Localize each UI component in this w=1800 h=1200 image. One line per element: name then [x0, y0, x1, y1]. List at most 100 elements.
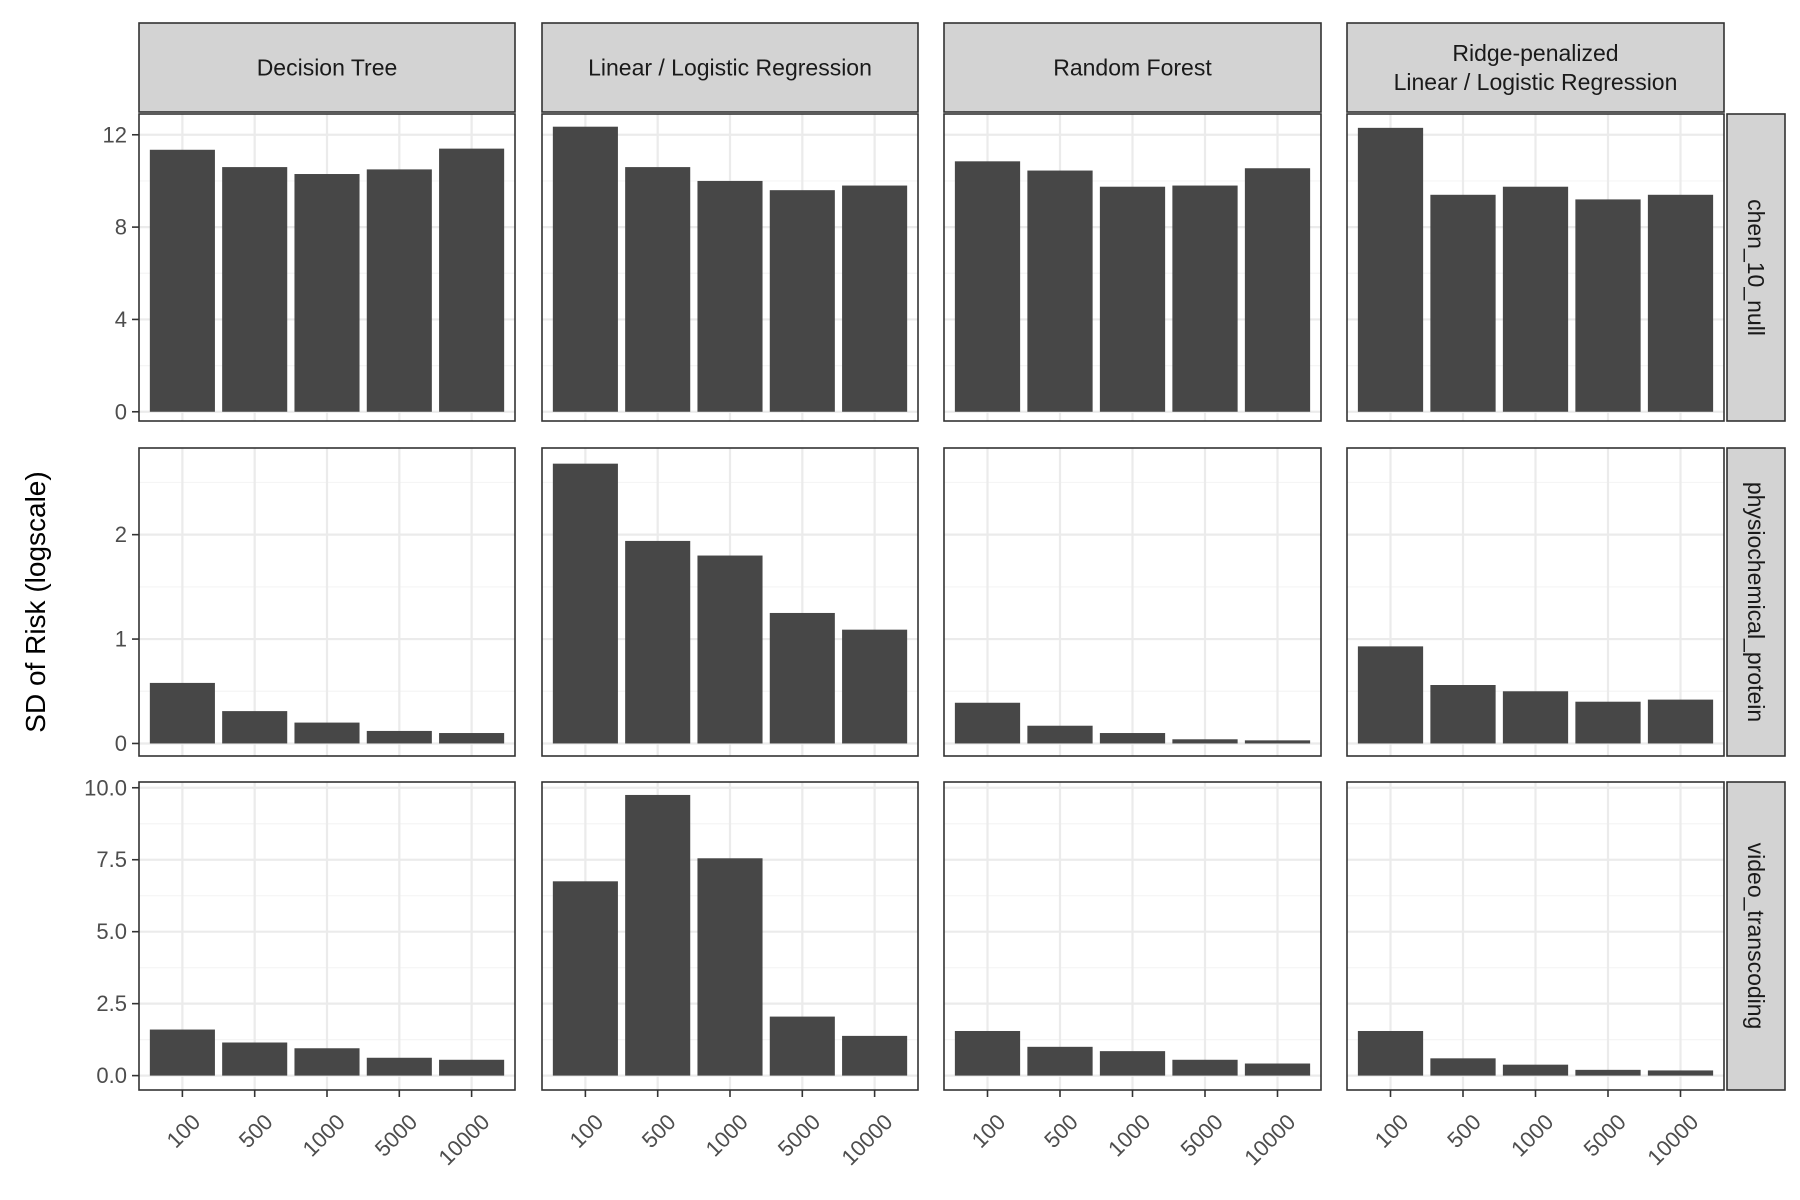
- bar-physiochemical-protein-random-forest-10000: [1244, 740, 1311, 744]
- bar-physiochemical-protein-random-forest-1000: [1099, 733, 1166, 744]
- bar-video-transcoding-random-forest-500: [1027, 1046, 1093, 1076]
- x-tick-label: 1000: [298, 1109, 350, 1161]
- bar-chen-10-null-random-forest-500: [1027, 170, 1093, 412]
- panel-video-transcoding-linear-logistic-regression: [541, 781, 919, 1091]
- bar-video-transcoding-ridge-penalized-linear-logistic-regression-500: [1430, 1058, 1496, 1076]
- y-tick-label: 0: [115, 731, 127, 756]
- panel-border: [943, 113, 1322, 422]
- bar-physiochemical-protein-random-forest-500: [1027, 725, 1093, 744]
- bar-chen-10-null-linear-logistic-regression-10000: [842, 185, 908, 412]
- bar-physiochemical-protein-linear-logistic-regression-500: [625, 540, 691, 744]
- bar-physiochemical-protein-ridge-penalized-linear-logistic-regression-500: [1430, 685, 1496, 744]
- bar-chen-10-null-decision-tree-100: [149, 149, 215, 412]
- bar-video-transcoding-ridge-penalized-linear-logistic-regression-5000: [1575, 1069, 1641, 1076]
- panel-border: [138, 113, 516, 422]
- y-tick-label: 12: [103, 122, 127, 147]
- y-tick-label: 4: [115, 307, 127, 332]
- x-tick-label: 1000: [1103, 1109, 1155, 1161]
- row-strip-label: video_transcoding: [1743, 843, 1769, 1030]
- panel-physiochemical-protein-decision-tree: [138, 447, 516, 757]
- x-tick-label: 500: [1039, 1109, 1083, 1153]
- x-tick-label: 500: [637, 1109, 681, 1153]
- x-tick-label: 5000: [370, 1109, 422, 1161]
- bar-physiochemical-protein-decision-tree-10000: [439, 733, 505, 744]
- column-strip-ridge-penalized: [1346, 22, 1725, 113]
- bar-physiochemical-protein-ridge-penalized-linear-logistic-regression-10000: [1647, 699, 1714, 744]
- bar-video-transcoding-ridge-penalized-linear-logistic-regression-10000: [1647, 1070, 1714, 1076]
- bar-physiochemical-protein-decision-tree-5000: [366, 730, 432, 744]
- x-tick-label: 1000: [701, 1109, 753, 1161]
- bar-chen-10-null-linear-logistic-regression-100: [552, 126, 618, 412]
- bar-video-transcoding-random-forest-10000: [1244, 1063, 1311, 1076]
- bar-video-transcoding-decision-tree-1000: [294, 1048, 360, 1076]
- panel-border: [541, 447, 919, 757]
- bar-chen-10-null-random-forest-1000: [1099, 186, 1166, 412]
- column-strip-label: Ridge-penalized: [1452, 40, 1618, 66]
- bar-video-transcoding-linear-logistic-regression-500: [625, 794, 691, 1076]
- x-tick-label: 5000: [773, 1109, 825, 1161]
- y-tick-label: 1: [115, 627, 127, 652]
- bar-chen-10-null-random-forest-100: [954, 161, 1021, 412]
- bar-chen-10-null-ridge-penalized-linear-logistic-regression-5000: [1575, 199, 1641, 412]
- panel-physiochemical-protein-random-forest: [943, 447, 1322, 757]
- bar-chen-10-null-ridge-penalized-linear-logistic-regression-10000: [1647, 194, 1714, 412]
- panel-chen-10-null-random-forest: [943, 113, 1322, 422]
- bar-video-transcoding-linear-logistic-regression-10000: [842, 1035, 908, 1076]
- column-strip-label: Random Forest: [1053, 55, 1212, 81]
- panel-border: [1346, 113, 1725, 422]
- x-tick-label: 1000: [1506, 1109, 1558, 1161]
- bar-physiochemical-protein-decision-tree-100: [149, 682, 215, 744]
- bar-physiochemical-protein-decision-tree-500: [222, 711, 288, 744]
- bar-chen-10-null-ridge-penalized-linear-logistic-regression-100: [1357, 127, 1424, 412]
- row-strips: chen_10_null physiochemical_protein video_…: [1726, 113, 1786, 1091]
- bar-physiochemical-protein-ridge-penalized-linear-logistic-regression-100: [1357, 646, 1424, 744]
- column-strips: Decision Tree Linear / Logistic Regressio…: [138, 22, 1725, 113]
- panel-chen-10-null-linear-logistic-regression: [541, 113, 919, 422]
- bar-physiochemical-protein-linear-logistic-regression-10000: [842, 629, 908, 744]
- panel-chen-10-null-decision-tree: [138, 113, 516, 422]
- x-tick-label: 500: [234, 1109, 278, 1153]
- y-tick-label: 2: [115, 522, 127, 547]
- x-tick-label: 100: [162, 1109, 206, 1153]
- bar-video-transcoding-decision-tree-100: [149, 1029, 215, 1076]
- row-strip-chen-10-null: [1726, 113, 1786, 422]
- panel-video-transcoding-random-forest: [943, 781, 1322, 1091]
- bar-chen-10-null-random-forest-5000: [1172, 185, 1238, 412]
- y-tick-label: 7.5: [96, 847, 127, 872]
- panel-video-transcoding-decision-tree: [138, 781, 516, 1091]
- y-tick-label: 2.5: [96, 991, 127, 1016]
- column-strip-label: Linear / Logistic Regression: [588, 55, 872, 81]
- y-tick-label: 8: [115, 215, 127, 240]
- bar-video-transcoding-decision-tree-10000: [439, 1059, 505, 1076]
- y-tick-label: 0: [115, 399, 127, 424]
- bar-chen-10-null-decision-tree-500: [222, 167, 288, 412]
- panel-border: [138, 447, 516, 757]
- column-strip-label: Decision Tree: [257, 55, 398, 81]
- bar-video-transcoding-linear-logistic-regression-1000: [697, 858, 763, 1076]
- bar-physiochemical-protein-linear-logistic-regression-1000: [697, 555, 763, 744]
- y-tick-label: 0.0: [96, 1063, 127, 1088]
- panel-physiochemical-protein-ridge-penalized-linear-logistic-regression: [1346, 447, 1725, 757]
- bar-physiochemical-protein-ridge-penalized-linear-logistic-regression-1000: [1502, 691, 1569, 744]
- x-tick-label: 10000: [1642, 1109, 1703, 1170]
- panel-border: [943, 447, 1322, 757]
- bar-video-transcoding-ridge-penalized-linear-logistic-regression-100: [1357, 1030, 1424, 1076]
- column-strip-linear-logistic-regression: [541, 22, 919, 113]
- bar-chen-10-null-ridge-penalized-linear-logistic-regression-500: [1430, 194, 1496, 412]
- bar-video-transcoding-random-forest-100: [954, 1030, 1021, 1076]
- bar-chen-10-null-random-forest-10000: [1244, 168, 1311, 412]
- bar-chen-10-null-linear-logistic-regression-1000: [697, 180, 763, 412]
- y-axis-label: SD of Risk (logscale): [20, 471, 51, 732]
- row-strip-label: physiochemical_protein: [1743, 482, 1769, 722]
- x-tick-label: 100: [565, 1109, 609, 1153]
- panel-video-transcoding-ridge-penalized-linear-logistic-regression: [1346, 781, 1725, 1091]
- panel-border: [1346, 447, 1725, 757]
- x-tick-label: 5000: [1176, 1109, 1228, 1161]
- panel-border: [541, 113, 919, 422]
- x-tick-label: 10000: [1239, 1109, 1300, 1170]
- bar-video-transcoding-ridge-penalized-linear-logistic-regression-1000: [1502, 1064, 1569, 1076]
- bar-chen-10-null-ridge-penalized-linear-logistic-regression-1000: [1502, 186, 1569, 412]
- column-strip-decision-tree: [138, 22, 516, 113]
